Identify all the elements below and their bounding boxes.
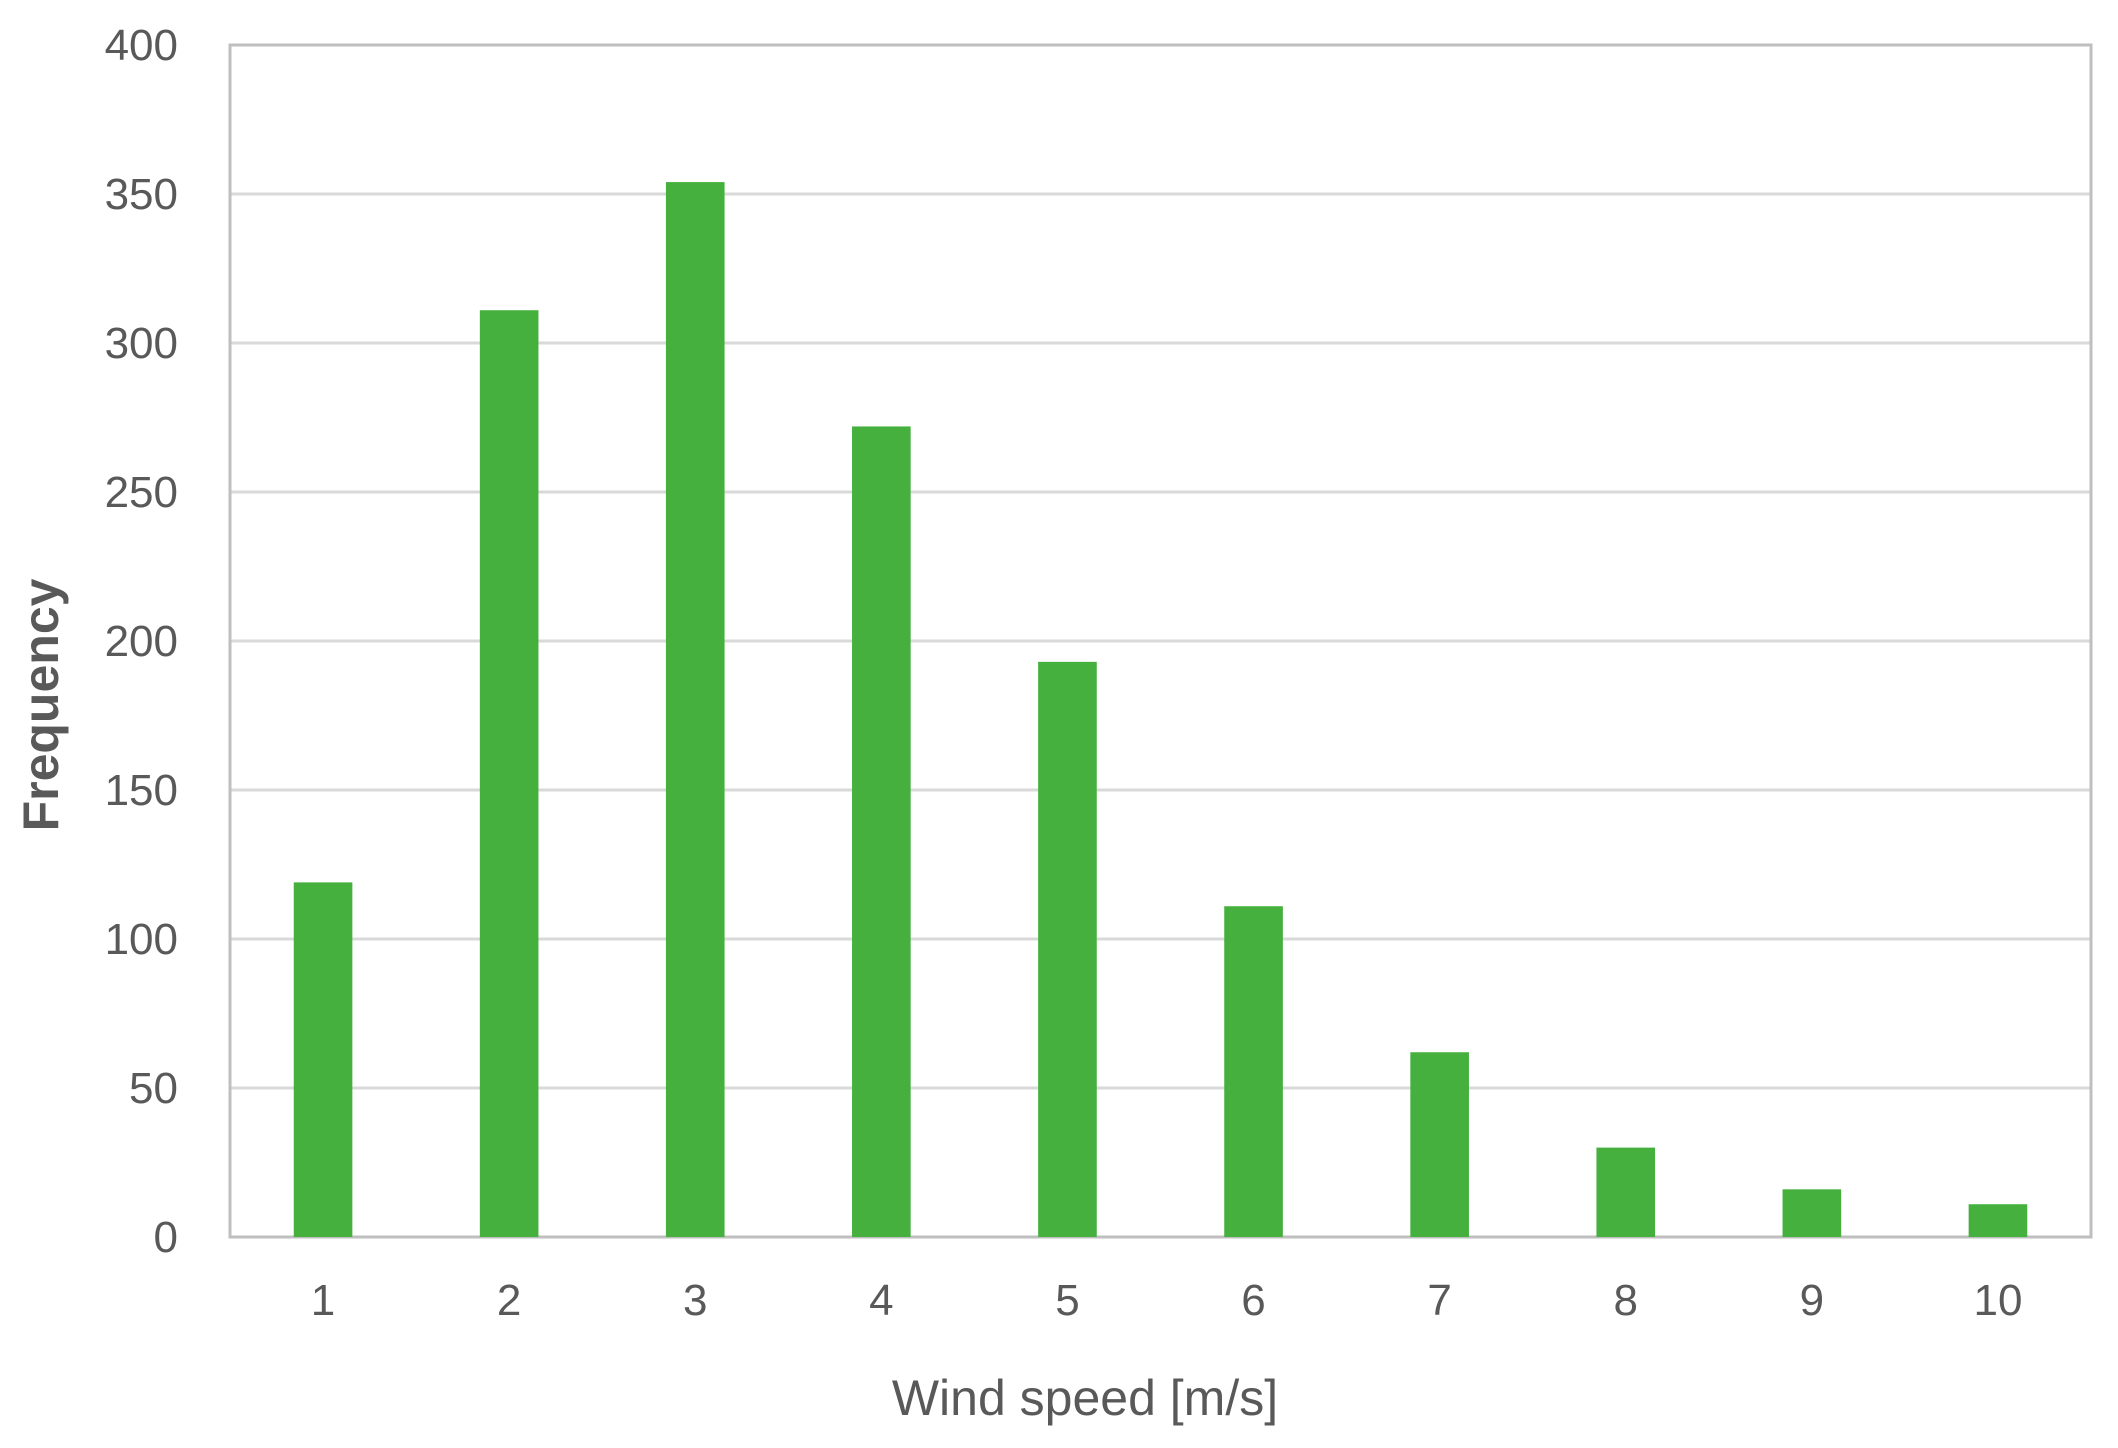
x-tick-label: 5 xyxy=(1055,1276,1079,1325)
y-axis-tick-labels: 0 50 100 150 200 250 300 350 400 xyxy=(105,21,178,1262)
bar-10 xyxy=(1968,1204,2028,1237)
bars xyxy=(293,182,2028,1238)
x-tick-label: 8 xyxy=(1614,1276,1638,1325)
bar-3 xyxy=(665,182,725,1238)
y-tick-label: 350 xyxy=(105,170,178,219)
bar-9 xyxy=(1782,1189,1842,1237)
x-tick-label: 9 xyxy=(1800,1276,1824,1325)
x-axis-tick-labels: 1 2 3 4 5 6 7 8 9 10 xyxy=(311,1276,2023,1325)
bar-7 xyxy=(1410,1052,1469,1237)
plot-area-border xyxy=(228,43,2093,1239)
bar-8 xyxy=(1596,1147,1656,1237)
bar-1 xyxy=(293,882,353,1237)
y-tick-label: 250 xyxy=(105,468,178,517)
y-axis-title: Frequency xyxy=(13,578,69,831)
y-tick-label: 300 xyxy=(105,319,178,368)
x-axis-title: Wind speed [m/s] xyxy=(892,1370,1278,1426)
y-tick-label: 150 xyxy=(105,766,178,815)
y-tick-label: 100 xyxy=(105,915,178,964)
bar-4 xyxy=(852,426,911,1237)
x-tick-label: 2 xyxy=(497,1276,521,1325)
y-tick-label: 200 xyxy=(105,617,178,666)
bar-2 xyxy=(479,310,539,1238)
x-tick-label: 6 xyxy=(1241,1276,1265,1325)
x-tick-label: 1 xyxy=(311,1276,335,1325)
bar-5 xyxy=(1038,661,1097,1237)
y-tick-label: 50 xyxy=(129,1064,178,1113)
x-tick-label: 10 xyxy=(1973,1276,2022,1325)
x-tick-label: 4 xyxy=(869,1276,893,1325)
x-tick-label: 7 xyxy=(1427,1276,1451,1325)
y-tick-label: 400 xyxy=(105,21,178,70)
bar-6 xyxy=(1224,906,1283,1237)
x-tick-label: 3 xyxy=(683,1276,707,1325)
y-tick-label: 0 xyxy=(154,1213,178,1262)
